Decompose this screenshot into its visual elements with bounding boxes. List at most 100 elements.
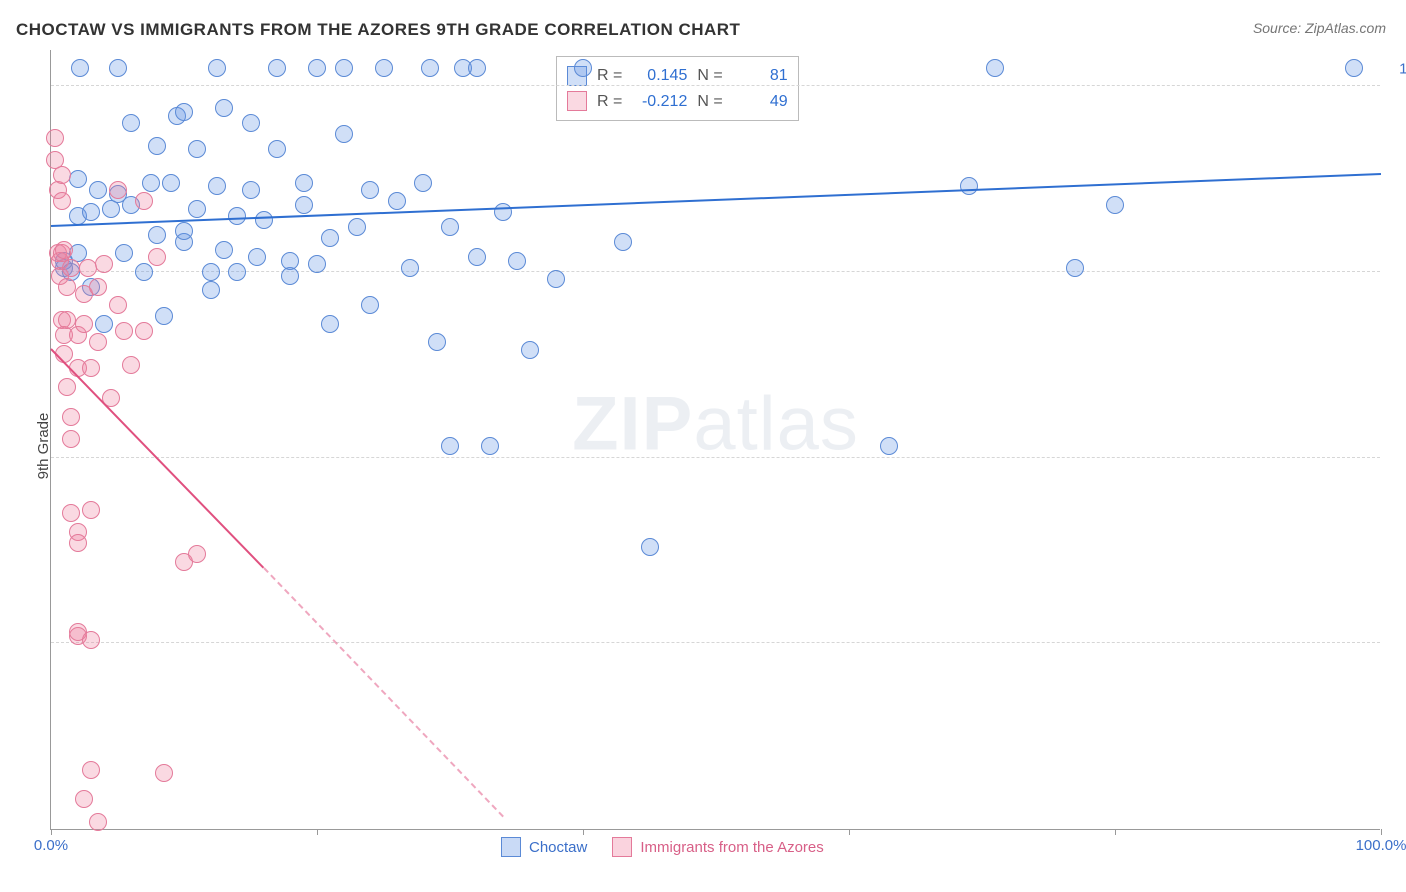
- scatter-point: [1345, 59, 1363, 77]
- chart-source: Source: ZipAtlas.com: [1253, 20, 1386, 36]
- x-tick: [1115, 829, 1116, 835]
- legend-label-choctaw: Choctaw: [529, 839, 587, 856]
- grid-line-h: [51, 457, 1380, 458]
- scatter-point: [321, 315, 339, 333]
- x-tick-label: 100.0%: [1356, 837, 1406, 854]
- scatter-point: [71, 59, 89, 77]
- chart-container: CHOCTAW VS IMMIGRANTS FROM THE AZORES 9T…: [0, 0, 1406, 892]
- scatter-point: [188, 200, 206, 218]
- scatter-point: [574, 59, 592, 77]
- scatter-point: [614, 233, 632, 251]
- scatter-point: [208, 177, 226, 195]
- scatter-point: [401, 259, 419, 277]
- scatter-point: [89, 333, 107, 351]
- scatter-point: [228, 263, 246, 281]
- x-tick: [849, 829, 850, 835]
- scatter-point: [95, 255, 113, 273]
- scatter-point: [335, 125, 353, 143]
- legend-item-choctaw: Choctaw: [501, 837, 587, 857]
- scatter-point: [55, 345, 73, 363]
- grid-line-h: [51, 271, 1380, 272]
- swatch-azores: [567, 91, 587, 111]
- scatter-point: [175, 103, 193, 121]
- scatter-point: [62, 504, 80, 522]
- watermark: ZIPatlas: [572, 380, 859, 467]
- trend-line-dashed: [263, 567, 504, 817]
- legend-label-azores: Immigrants from the Azores: [640, 839, 823, 856]
- scatter-point: [135, 263, 153, 281]
- scatter-point: [428, 333, 446, 351]
- stats-legend-box: R = 0.145 N = 81 R = -0.212 N = 49: [556, 56, 799, 121]
- scatter-point: [335, 59, 353, 77]
- scatter-point: [58, 278, 76, 296]
- r-label: R =: [597, 89, 622, 115]
- scatter-point: [641, 538, 659, 556]
- scatter-point: [441, 437, 459, 455]
- scatter-point: [295, 196, 313, 214]
- scatter-point: [89, 813, 107, 831]
- scatter-point: [122, 356, 140, 374]
- scatter-point: [155, 764, 173, 782]
- scatter-point: [321, 229, 339, 247]
- scatter-point: [248, 248, 266, 266]
- x-tick: [1381, 829, 1382, 835]
- scatter-point: [109, 296, 127, 314]
- plot-area: ZIPatlas R = 0.145 N = 81 R = -0.212 N =…: [50, 50, 1380, 830]
- x-tick: [583, 829, 584, 835]
- scatter-point: [148, 226, 166, 244]
- scatter-point: [960, 177, 978, 195]
- scatter-point: [228, 207, 246, 225]
- bottom-legend: Choctaw Immigrants from the Azores: [501, 837, 824, 857]
- scatter-point: [361, 296, 379, 314]
- scatter-point: [109, 181, 127, 199]
- scatter-point: [242, 181, 260, 199]
- scatter-point: [208, 59, 226, 77]
- scatter-point: [75, 790, 93, 808]
- scatter-point: [82, 761, 100, 779]
- scatter-point: [75, 315, 93, 333]
- scatter-point: [82, 631, 100, 649]
- scatter-point: [62, 408, 80, 426]
- r-value-azores: -0.212: [632, 89, 687, 115]
- scatter-point: [155, 307, 173, 325]
- scatter-point: [82, 359, 100, 377]
- scatter-point: [188, 140, 206, 158]
- scatter-point: [53, 166, 71, 184]
- scatter-point: [388, 192, 406, 210]
- scatter-point: [175, 222, 193, 240]
- scatter-point: [202, 263, 220, 281]
- scatter-point: [375, 59, 393, 77]
- scatter-point: [202, 281, 220, 299]
- scatter-point: [295, 174, 313, 192]
- scatter-point: [547, 270, 565, 288]
- scatter-point: [215, 241, 233, 259]
- scatter-point: [82, 203, 100, 221]
- scatter-point: [268, 59, 286, 77]
- scatter-point: [62, 259, 80, 277]
- scatter-point: [55, 241, 73, 259]
- scatter-point: [468, 59, 486, 77]
- scatter-point: [414, 174, 432, 192]
- scatter-point: [148, 137, 166, 155]
- legend-swatch-azores: [612, 837, 632, 857]
- scatter-point: [281, 252, 299, 270]
- x-tick: [317, 829, 318, 835]
- legend-swatch-choctaw: [501, 837, 521, 857]
- scatter-point: [441, 218, 459, 236]
- scatter-point: [308, 59, 326, 77]
- grid-line-h: [51, 642, 1380, 643]
- x-tick-label: 0.0%: [34, 837, 68, 854]
- scatter-point: [348, 218, 366, 236]
- scatter-point: [89, 181, 107, 199]
- n-value-azores: 49: [733, 89, 788, 115]
- scatter-point: [508, 252, 526, 270]
- scatter-point: [115, 244, 133, 262]
- scatter-point: [115, 322, 133, 340]
- scatter-point: [58, 378, 76, 396]
- scatter-point: [986, 59, 1004, 77]
- legend-item-azores: Immigrants from the Azores: [612, 837, 823, 857]
- scatter-point: [481, 437, 499, 455]
- scatter-point: [89, 278, 107, 296]
- scatter-point: [162, 174, 180, 192]
- scatter-point: [135, 322, 153, 340]
